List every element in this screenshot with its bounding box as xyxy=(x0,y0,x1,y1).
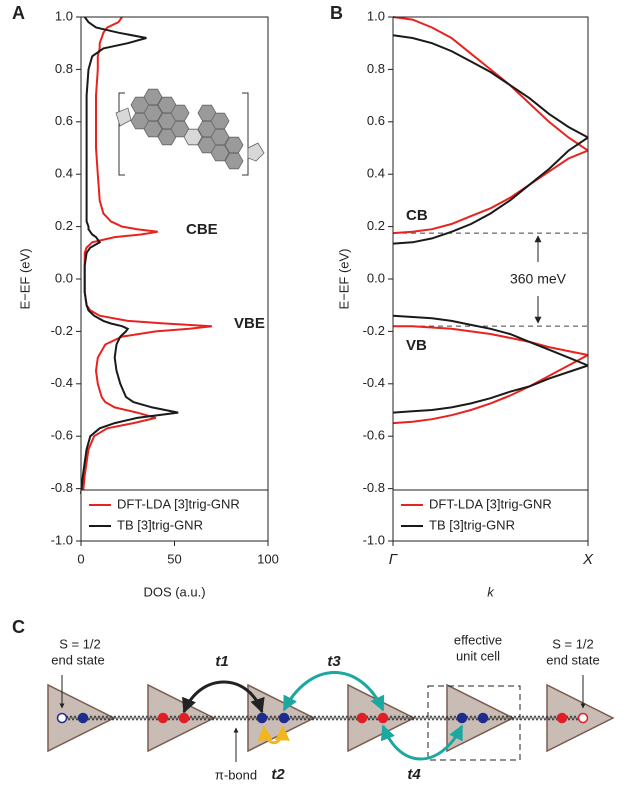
y-tick-label: -1.0 xyxy=(363,532,385,547)
plot-frame xyxy=(80,16,269,542)
site xyxy=(178,712,190,724)
x-tick-label: 0 xyxy=(77,551,84,566)
panel-label: A xyxy=(12,3,25,23)
y-tick-label: -1.0 xyxy=(51,532,73,547)
pi-bond xyxy=(61,715,587,721)
legend-label: DFT-LDA [3]trig-GNR xyxy=(429,496,552,511)
legend-label: DFT-LDA [3]trig-GNR xyxy=(117,496,240,511)
unit-cell-label: unit cell xyxy=(456,648,500,663)
site xyxy=(278,712,290,724)
band-line xyxy=(392,16,589,152)
pentagon xyxy=(247,142,265,162)
y-tick-label: 0.4 xyxy=(367,166,385,181)
y-tick-label: 1.0 xyxy=(55,8,73,23)
hexagon xyxy=(183,128,203,146)
band-line xyxy=(393,325,589,356)
y-tick-label: -0.2 xyxy=(51,323,73,338)
y-axis-label: E−EF (eV) xyxy=(336,248,351,309)
y-tick-label: 0.8 xyxy=(55,61,73,76)
y-tick-label: -0.8 xyxy=(363,480,385,495)
y-tick-label: -0.2 xyxy=(363,323,385,338)
band-line xyxy=(392,136,589,245)
band-line xyxy=(392,314,589,367)
molecule xyxy=(115,88,265,170)
site xyxy=(377,712,389,724)
y-tick-label: 1.0 xyxy=(367,8,385,23)
y-tick-label: 0.0 xyxy=(367,270,385,285)
hexagon xyxy=(210,144,230,162)
y-tick-label: 0.8 xyxy=(367,61,385,76)
annotation: CBE xyxy=(186,221,218,238)
y-tick-label: -0.6 xyxy=(363,428,385,443)
site xyxy=(256,712,268,724)
hop-label: t4 xyxy=(407,766,421,783)
y-axis-label: E−EF (eV) xyxy=(17,248,32,309)
end-state-label: end state xyxy=(51,652,105,667)
y-tick-label: -0.4 xyxy=(363,375,385,390)
legend-label: TB [3]trig-GNR xyxy=(117,517,203,532)
x-tick-label: 100 xyxy=(257,551,279,566)
band-line xyxy=(392,34,589,139)
hexagon xyxy=(224,136,244,154)
hop-label: t2 xyxy=(271,766,285,783)
dos-line xyxy=(80,16,179,494)
site xyxy=(157,712,169,724)
band-line xyxy=(392,364,589,414)
annotation: VB xyxy=(406,337,427,354)
y-tick-label: 0.2 xyxy=(55,218,73,233)
hexagon xyxy=(170,104,190,122)
annotation: 360 meV xyxy=(510,271,567,287)
y-tick-label: 0.6 xyxy=(367,113,385,128)
hop-arrow xyxy=(282,671,385,712)
hexagon xyxy=(143,120,163,138)
chain xyxy=(47,683,615,753)
x-axis-label: DOS (a.u.) xyxy=(143,584,205,599)
unit-cell-box xyxy=(427,685,521,761)
inset xyxy=(118,92,249,176)
pentagon xyxy=(115,107,132,127)
site xyxy=(56,712,68,724)
site xyxy=(577,712,589,724)
dos-line xyxy=(81,16,213,494)
hexagon xyxy=(210,112,230,130)
hop-label: t1 xyxy=(215,653,228,670)
y-tick-label: 0.4 xyxy=(55,166,73,181)
hop-arrow xyxy=(380,724,464,761)
x-axis-label: k xyxy=(487,584,495,599)
end-state-label: end state xyxy=(546,652,600,667)
spin-label: S = 1/2 xyxy=(552,636,594,651)
panel-label: C xyxy=(12,617,25,637)
hexagon xyxy=(224,152,244,170)
plot-frame xyxy=(392,16,589,542)
bond-label: π-bond xyxy=(215,767,257,782)
site xyxy=(77,712,89,724)
hop-arrow xyxy=(257,725,290,745)
x-tick-label: Γ xyxy=(389,551,399,568)
y-tick-label: 0.6 xyxy=(55,113,73,128)
x-tick-label: 50 xyxy=(167,551,181,566)
unit-cell-label: effective xyxy=(454,632,502,647)
spin-label: S = 1/2 xyxy=(59,636,101,651)
band-line xyxy=(392,354,589,425)
y-tick-label: -0.6 xyxy=(51,428,73,443)
y-tick-label: -0.8 xyxy=(51,480,73,495)
x-tick-label: X xyxy=(582,551,594,568)
annotation: VBE xyxy=(234,315,265,332)
site xyxy=(356,712,368,724)
hop-label: t3 xyxy=(327,653,341,670)
annotation: CB xyxy=(406,207,428,224)
y-tick-label: 0.0 xyxy=(55,270,73,285)
y-tick-label: -0.4 xyxy=(51,375,73,390)
site xyxy=(556,712,568,724)
hop-arrow xyxy=(182,680,265,714)
site xyxy=(456,712,468,724)
panel-label: B xyxy=(330,3,343,23)
legend-box xyxy=(80,489,269,542)
legend-label: TB [3]trig-GNR xyxy=(429,517,515,532)
site xyxy=(477,712,489,724)
band-line xyxy=(392,149,589,235)
y-tick-label: 0.2 xyxy=(367,218,385,233)
